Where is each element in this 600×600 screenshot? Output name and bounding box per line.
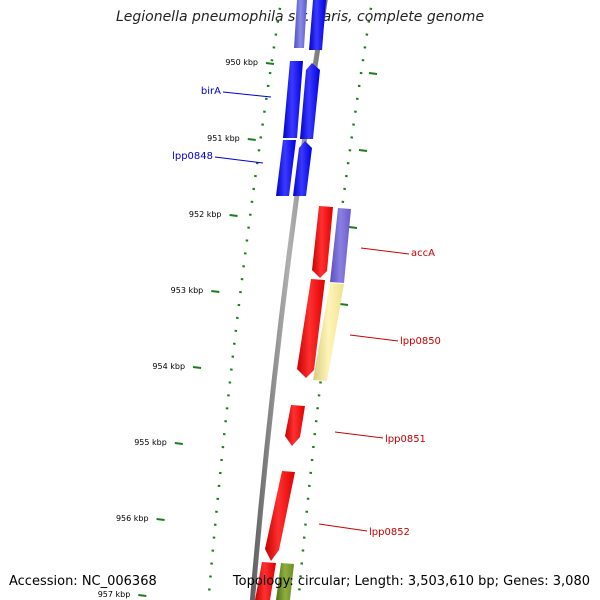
- bira-label[interactable]: birA: [201, 86, 221, 97]
- acca-label[interactable]: accA: [411, 248, 435, 259]
- gene-labels: birA lpp0848 accA lpp0850 lpp0851 lpp085…: [172, 86, 441, 538]
- lpp0852-leader-line: [318, 523, 368, 532]
- kbp-tick-mark: [229, 214, 238, 217]
- gene-top-right-partial[interactable]: [309, 0, 326, 50]
- lpp0851-label[interactable]: lpp0851: [385, 434, 426, 445]
- gene-bottom-red-partial[interactable]: [255, 562, 276, 600]
- kbp-tick-mark: [138, 594, 147, 597]
- lpp0848-leader-line: [214, 156, 264, 164]
- gene-lpp0850-cog[interactable]: [313, 283, 344, 381]
- gene-lpp0851[interactable]: [285, 405, 305, 446]
- kbp-tick-mark: [211, 290, 220, 293]
- gene-top-left-partial[interactable]: [294, 0, 307, 48]
- lpp0848-label[interactable]: lpp0848: [172, 151, 213, 162]
- gene-lpp0848-outer[interactable]: [293, 141, 312, 196]
- kbp-tick-mark: [174, 442, 183, 445]
- acca-leader-line: [360, 247, 410, 255]
- lpp0851-leader-line: [334, 431, 384, 439]
- outer-ring-marks: [339, 72, 378, 306]
- gene-bira-outer[interactable]: [300, 63, 320, 139]
- kbp-tick-label: 951 kbp: [207, 134, 240, 143]
- bira-leader-line: [222, 91, 272, 98]
- kbp-tick-mark: [192, 366, 202, 369]
- genome-details-text: Topology: circular; Length: 3,503,610 bp…: [232, 574, 590, 589]
- lpp0850-label[interactable]: lpp0850: [400, 336, 441, 347]
- kbp-tick-label: 953 kbp: [171, 286, 204, 295]
- gene-lpp0852[interactable]: [265, 471, 295, 561]
- lpp0850-leader-line: [349, 334, 399, 342]
- kbp-tick-label: 955 kbp: [134, 438, 167, 447]
- gene-lpp0850[interactable]: [297, 279, 325, 378]
- gene-lpp0848-inner[interactable]: [276, 140, 296, 196]
- kbp-tick-label: 954 kbp: [152, 362, 185, 371]
- gene-bottom-green-partial[interactable]: [276, 563, 294, 600]
- kbp-tick-mark: [156, 518, 165, 521]
- kbp-tick-label: 957 kbp: [98, 590, 131, 599]
- lpp0852-label[interactable]: lpp0852: [369, 527, 410, 538]
- kbp-tick-mark: [247, 138, 256, 141]
- kbp-tick-label: 952 kbp: [189, 210, 222, 219]
- kbp-tick-label: 950 kbp: [225, 58, 258, 67]
- gene-acca-cog[interactable]: [330, 208, 351, 283]
- kbp-tick-mark: [265, 62, 275, 65]
- gene-features: [255, 0, 351, 600]
- gene-acca[interactable]: [312, 206, 333, 278]
- kbp-ticks: 950 kbp 951 kbp 952 kbp 953 kbp 954 kbp 955 k…: [98, 58, 275, 599]
- kbp-tick-label: 956 kbp: [116, 514, 149, 523]
- accession-text: Accession: NC_006368: [9, 574, 157, 589]
- gene-bira-inner[interactable]: [283, 61, 303, 138]
